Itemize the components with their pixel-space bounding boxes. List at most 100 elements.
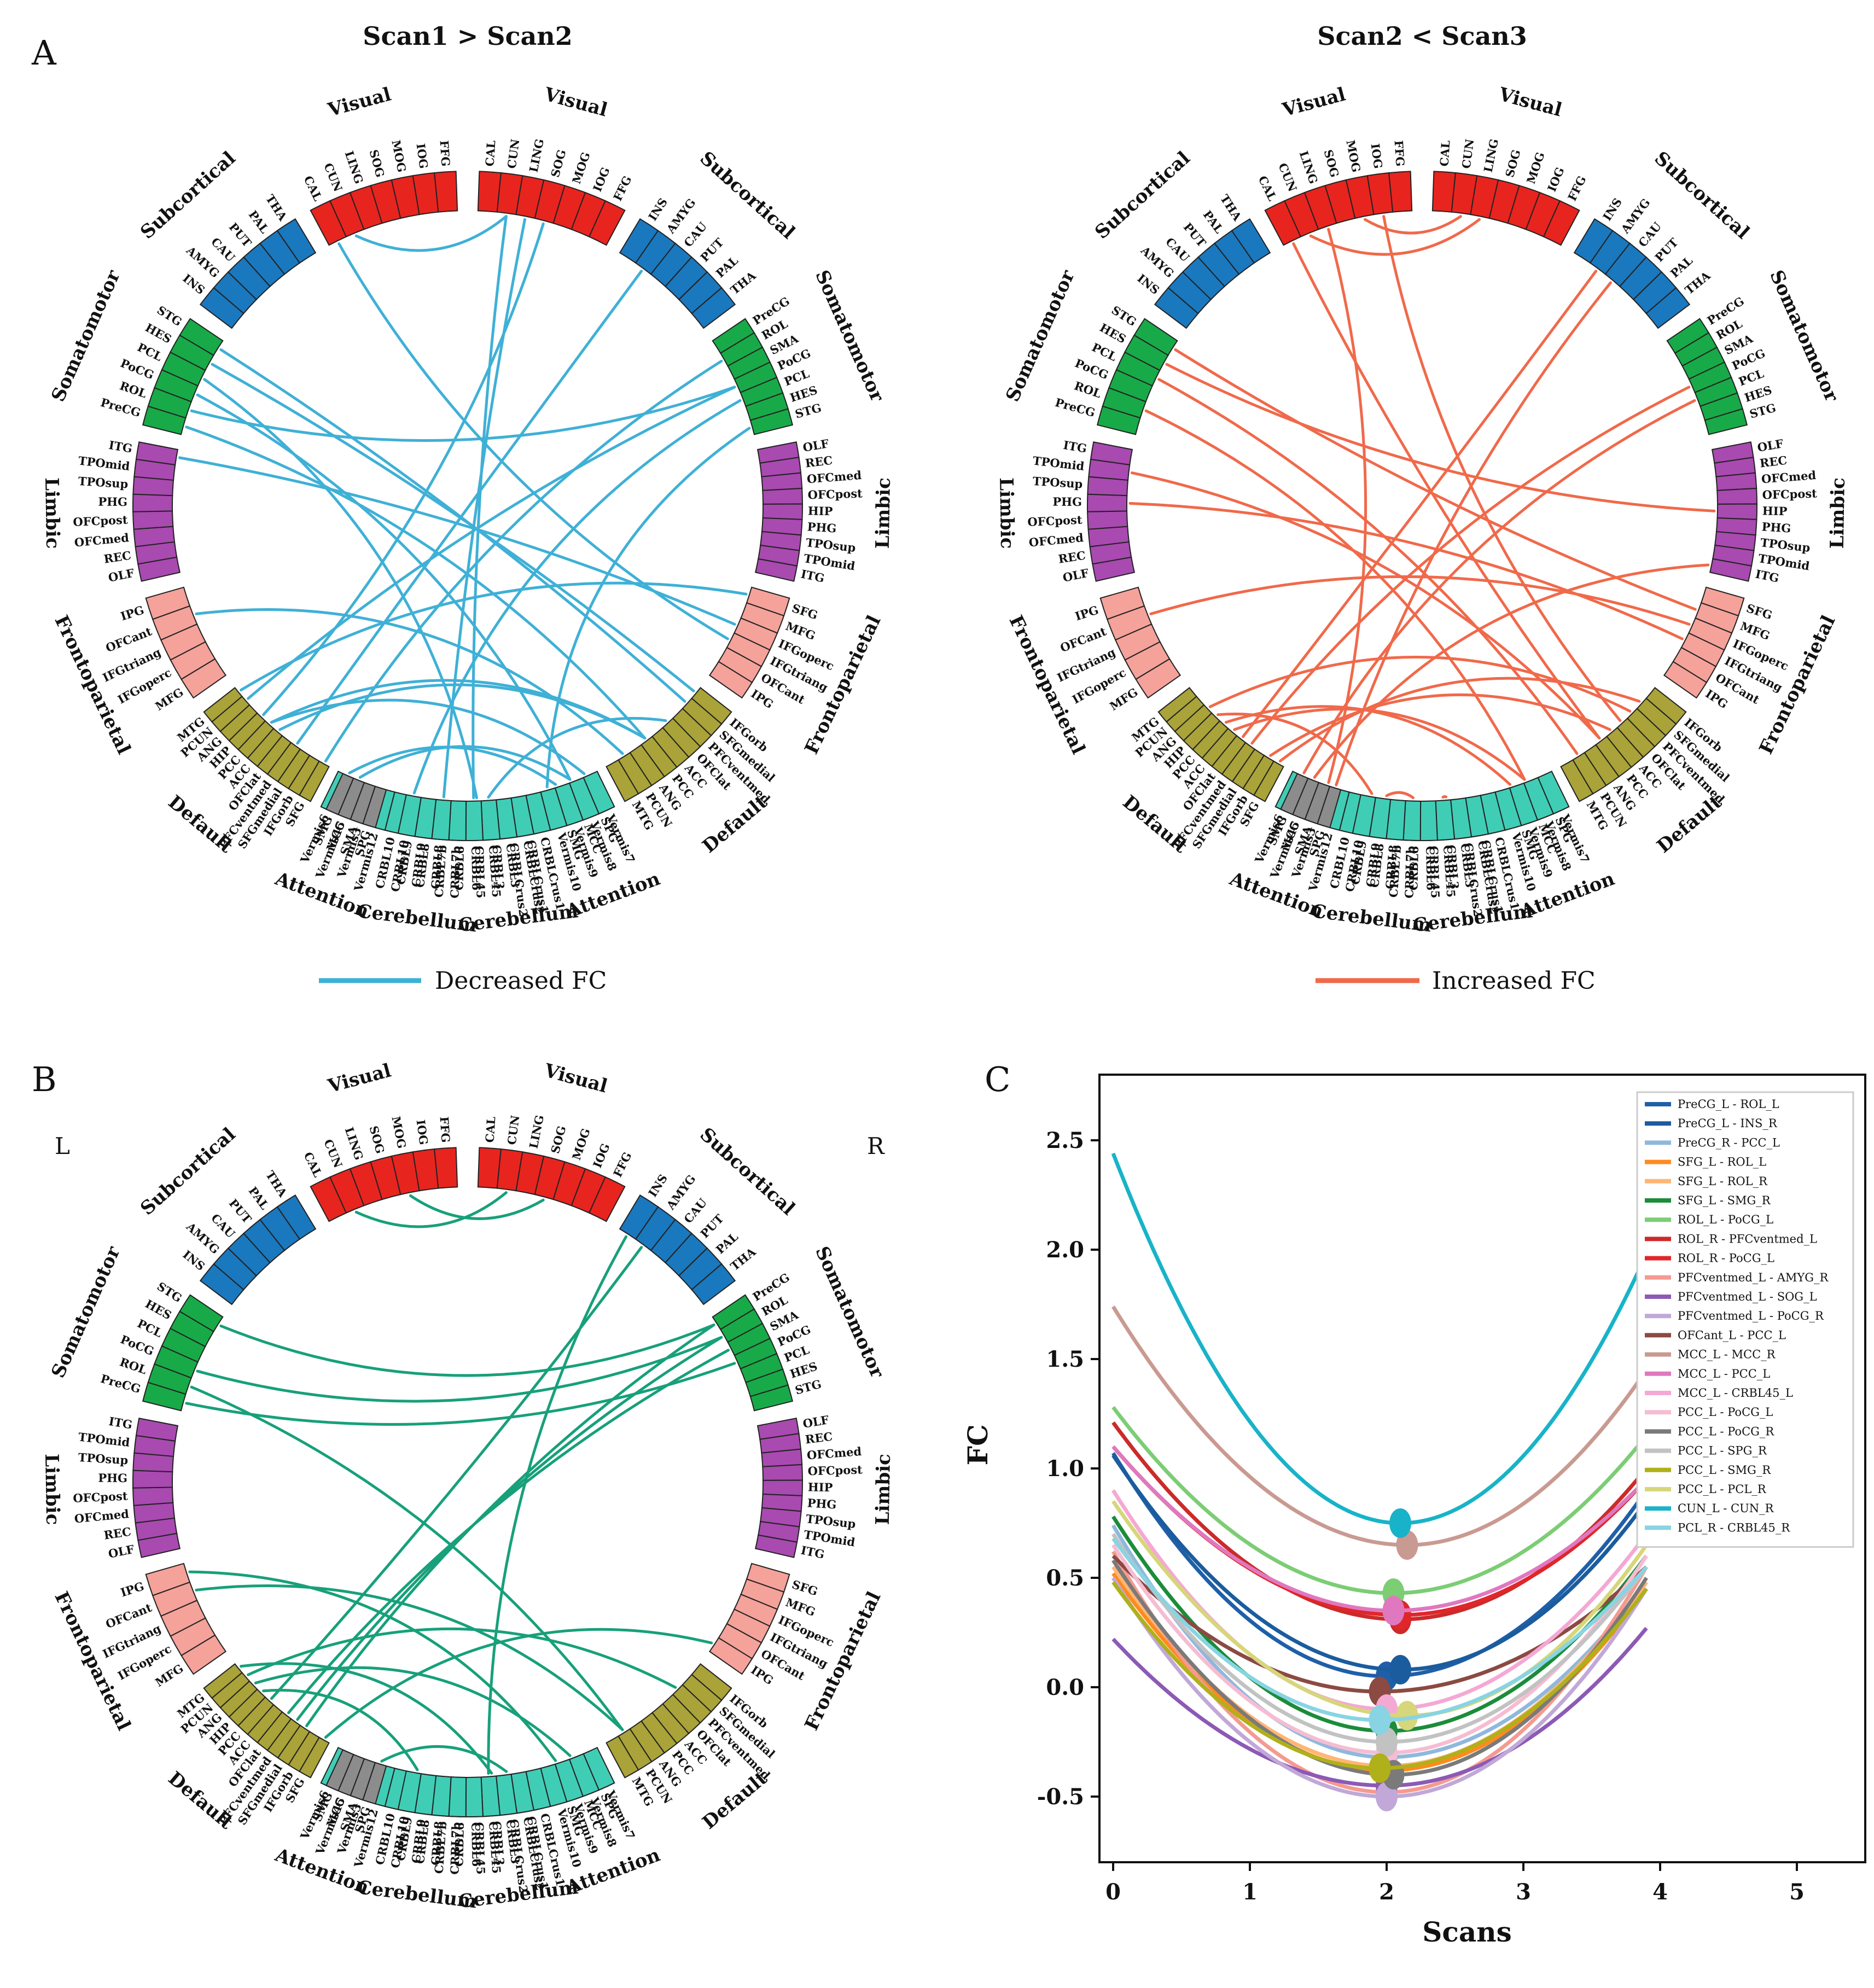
roi-label-phg: PHG — [1761, 520, 1791, 535]
roi-label-rol: ROL — [118, 1355, 149, 1377]
roi-label-put: PUT — [226, 1196, 254, 1226]
roi-segment-stg — [749, 408, 794, 435]
legend-entry-15: MCC_L - CRBL45_L — [1678, 1386, 1793, 1400]
roi-label-pcl: PCL — [135, 340, 165, 364]
legend-entry-3: SFG_L - ROL_L — [1678, 1156, 1766, 1169]
roi-label-cal: CAL — [1437, 140, 1452, 167]
roi-label-cal: CAL — [1255, 173, 1279, 203]
roi-label-stg: STG — [794, 1377, 823, 1397]
series-vertex-point-20 — [1396, 1701, 1418, 1730]
connection-l-pcc-r-amyg — [270, 1246, 643, 1700]
network-limbic-right: OLFRECOFCmedOFCpostHIPPHGTPOsupTPOmidITG… — [754, 1413, 895, 1561]
roi-segment-ofcpost — [762, 1464, 803, 1481]
connection-l-cal-r-ifgtriang — [337, 242, 729, 640]
roi-label-mog: MOG — [389, 139, 409, 173]
series-line-13 — [1111, 1305, 1648, 1547]
roi-segment-stg — [179, 318, 224, 356]
roi-segment-ofcpost — [1716, 487, 1757, 505]
roi-label-ipg: IPG — [1703, 686, 1730, 711]
network-label-limbic: Limbic — [872, 477, 895, 549]
network-label-somatomotor: Somatomotor — [47, 1243, 125, 1381]
roi-label-pal: PAL — [1668, 253, 1695, 280]
connection-l-hip-r-sog — [262, 222, 545, 716]
roi-label-crbl45: CRBL45 — [473, 1822, 488, 1875]
network-label-subcortical: Subcortical — [1650, 147, 1754, 243]
roi-segment-ipg — [1099, 586, 1145, 620]
roi-label-ling: LING — [527, 1114, 547, 1150]
connection-l-mog-r-cun — [1364, 215, 1462, 235]
roi-label-cau: CAU — [681, 219, 709, 249]
panel-letter-c: C — [985, 1059, 1010, 1099]
network-label-subcortical: Subcortical — [1091, 147, 1194, 243]
network-default-right: IFGorbSFGmedialPFCventmedOFClatACCPCCANG… — [1560, 687, 1732, 858]
network-label-default: Default — [1119, 791, 1192, 858]
roi-label-sfg: SFG — [790, 1577, 819, 1598]
roi-segment-stg — [179, 1294, 224, 1332]
connection-l-pcun-r-pfcventmed — [247, 1627, 677, 1689]
roi-segment-itg — [754, 1534, 798, 1558]
roi-label-cun: CUN — [1276, 161, 1300, 194]
y-tick-label: 0.5 — [1046, 1565, 1084, 1591]
roi-label-mog: MOG — [569, 1127, 593, 1162]
roi-segment-ffg — [433, 171, 458, 213]
y-tick-label: 2.0 — [1046, 1237, 1084, 1263]
legend-decreased: Decreased FC — [319, 967, 607, 995]
network-label-subcortical: Subcortical — [136, 1123, 240, 1220]
roi-label-crbl6: CRBL6 — [469, 846, 484, 891]
connection-l-ofcant-r-pcun — [195, 608, 624, 755]
roi-label-mog: MOG — [569, 150, 593, 185]
series-vertex-point-19 — [1369, 1753, 1391, 1783]
roi-label-tposup: TPOsup — [805, 1512, 857, 1531]
connection-l-ling-r-vermis3 — [1327, 228, 1367, 784]
roi-segment-stg — [1704, 408, 1748, 435]
roi-label-itg: ITG — [108, 1414, 133, 1432]
roi-segment-crbl45 — [480, 799, 501, 841]
x-tick-label: 4 — [1652, 1879, 1668, 1905]
roi-label-put: PUT — [1652, 235, 1681, 264]
roi-label-ling: LING — [342, 149, 366, 185]
y-tick-label: 1.5 — [1046, 1346, 1084, 1372]
connection-l-pfcventmed-r-pocg — [1250, 386, 1691, 745]
connection-l-phg-r-ifgtriang — [1128, 502, 1684, 640]
legend-entry-14: MCC_L - PCC_L — [1678, 1367, 1770, 1380]
roi-segment-phg — [132, 493, 173, 512]
legend-entry-11: PFCventmed_L - PoCG_R — [1678, 1309, 1824, 1322]
series-vertex-point-22 — [1369, 1705, 1391, 1735]
roi-label-iog: IOG — [1545, 165, 1567, 194]
roi-segment-ofcpost — [762, 487, 803, 505]
roi-label-crbl6: CRBL6 — [452, 846, 467, 891]
roi-label-ofcpost: OFCpost — [1762, 486, 1817, 502]
y-axis-title: FC — [962, 1424, 994, 1465]
roi-label-tpomid: TPOmid — [78, 1430, 131, 1449]
roi-label-iog: IOG — [414, 143, 431, 170]
legend-entry-20: PCC_L - PCL_R — [1678, 1483, 1767, 1496]
network-label-subcortical: Subcortical — [696, 147, 799, 243]
roi-segment-ffg — [588, 1176, 626, 1222]
x-axis-title: Scans — [1422, 1916, 1511, 1948]
connections — [178, 215, 751, 800]
connection-l-crbl10-r-pcl — [412, 399, 742, 795]
roi-label-phg: PHG — [807, 520, 837, 535]
roi-segment-mtg — [203, 687, 243, 723]
connection-l-rol-r-pocg — [190, 386, 736, 442]
roi-label-itg: ITG — [800, 567, 826, 585]
network-label-somatomotor: Somatomotor — [1765, 267, 1843, 405]
chord-title-right: Scan2 < Scan3 — [1317, 21, 1527, 51]
connection-l-mtg-r-sfg — [240, 581, 748, 692]
network-label-frontoparietal: Frontoparietal — [50, 1588, 135, 1734]
legend-entry-17: PCC_L - PoCG_R — [1678, 1425, 1774, 1438]
roi-segment-itg — [135, 1418, 179, 1442]
y-tick-label: 1.0 — [1046, 1456, 1084, 1482]
roi-label-precg: PreCG — [99, 395, 142, 419]
network-label-visual: Visual — [542, 1059, 610, 1097]
roi-label-cal: CAL — [301, 173, 325, 203]
connection-l-ang-r-mcc — [254, 1666, 572, 1757]
roi-segment-itg — [1709, 558, 1753, 582]
legend-entry-18: PCC_L - SPG_R — [1678, 1444, 1767, 1458]
